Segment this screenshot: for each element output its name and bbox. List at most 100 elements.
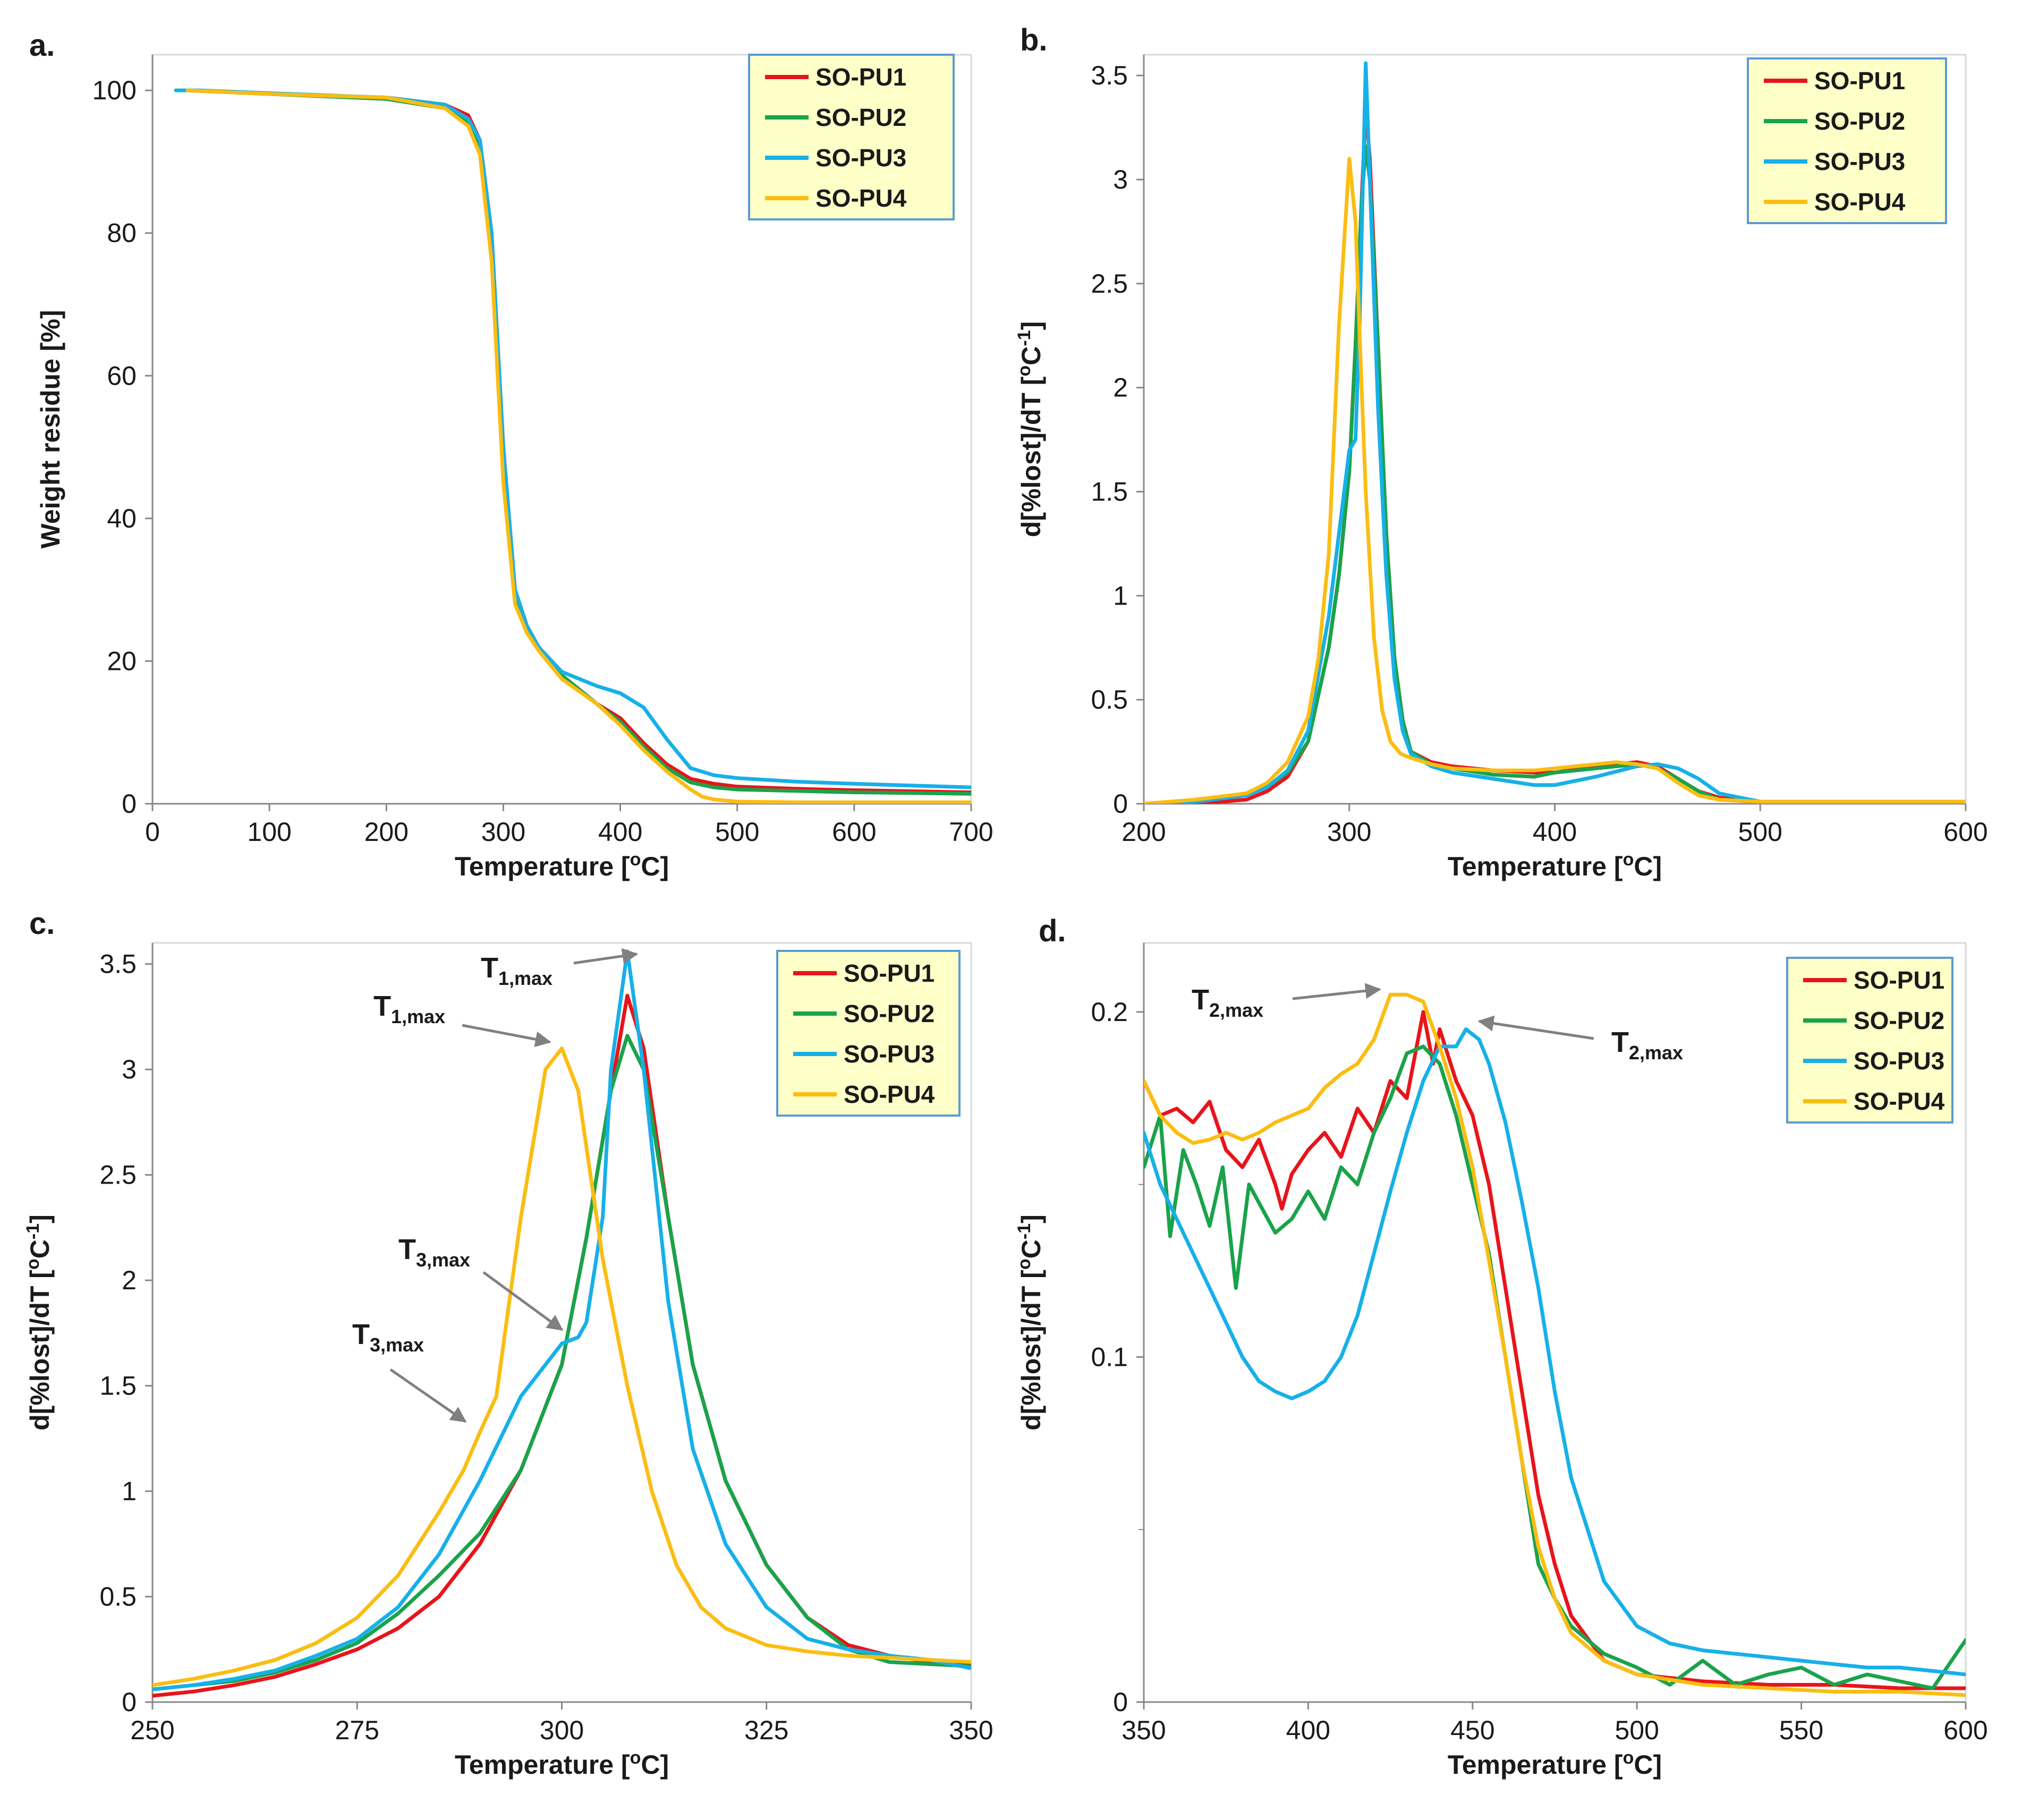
legend: SO-PU1 SO-PU2 SO-PU3 SO-PU4 bbox=[748, 54, 955, 220]
y-tick-label: 60 bbox=[107, 361, 137, 390]
y-tick-label: 2.5 bbox=[1091, 269, 1128, 299]
y-tick-label: 100 bbox=[92, 75, 137, 105]
x-tick-label: 700 bbox=[949, 817, 993, 847]
legend-label: SO-PU3 bbox=[815, 144, 906, 172]
legend-label: SO-PU2 bbox=[1854, 1007, 1944, 1034]
series-line-so-pu3 bbox=[152, 949, 971, 1691]
panel-label: a. bbox=[29, 28, 55, 63]
annotation-label: T1,max bbox=[481, 952, 553, 989]
series-line-so-pu2 bbox=[1144, 1044, 1966, 1690]
x-tick-label: 350 bbox=[949, 1715, 993, 1745]
panel-b: 200 300 400 500 600 0 0.5 1 1.5 2 2.5 3 3.5 Temperatu… bbox=[1014, 23, 1988, 881]
y-tick-label: 0 bbox=[122, 1687, 137, 1717]
panel-label: d. bbox=[1039, 914, 1066, 948]
y-tick-label: 0.5 bbox=[1091, 685, 1128, 715]
x-tick-label: 275 bbox=[335, 1715, 379, 1745]
series-line-so-pu3 bbox=[1144, 1027, 1966, 1677]
x-tick-label: 500 bbox=[1615, 1715, 1659, 1745]
x-tick-label: 450 bbox=[1450, 1715, 1494, 1745]
x-tick-label: 400 bbox=[598, 817, 642, 847]
x-tick-label: 200 bbox=[364, 817, 409, 847]
y-tick-label: 3.5 bbox=[99, 949, 137, 979]
legend-label: SO-PU3 bbox=[1854, 1047, 1944, 1075]
series-line-so-pu3 bbox=[174, 88, 971, 789]
x-tick-label: 400 bbox=[1286, 1715, 1330, 1745]
annotation-label: T3,max bbox=[352, 1319, 424, 1356]
x-axis-label: Temperature [oC] bbox=[1448, 1748, 1662, 1780]
panel-c: 250 275 300 325 350 0 0.5 1 1.5 2 2.5 3 3.5 Temperatu… bbox=[23, 906, 993, 1780]
annotation-label: T1,max bbox=[373, 990, 445, 1027]
y-axis-label: d[%lost]/dT [oC-1] bbox=[23, 1214, 55, 1431]
y-tick-label: 0 bbox=[1113, 1687, 1128, 1717]
legend-label: SO-PU4 bbox=[815, 184, 907, 212]
series-line-so-pu4 bbox=[1144, 157, 1966, 804]
annotation-arrow bbox=[573, 948, 639, 965]
y-tick-label: 0 bbox=[122, 789, 137, 819]
legend: SO-PU1 SO-PU2 SO-PU3 SO-PU4 bbox=[776, 950, 961, 1117]
y-axis-label: d[%lost]/dT [oC-1] bbox=[1014, 1214, 1046, 1431]
legend-label: SO-PU4 bbox=[844, 1081, 935, 1108]
annotation-label: T2,max bbox=[1611, 1026, 1683, 1064]
series-line-so-pu2 bbox=[152, 1034, 971, 1691]
panel-label: b. bbox=[1020, 23, 1048, 57]
legend-label: SO-PU1 bbox=[1814, 67, 1905, 95]
legend-label: SO-PU2 bbox=[1814, 107, 1905, 135]
y-axis-label: d[%lost]/dT [oC-1] bbox=[1014, 321, 1046, 538]
x-tick-label: 500 bbox=[1738, 817, 1782, 847]
x-tick-label: 300 bbox=[1327, 817, 1371, 847]
annotation-arrow bbox=[482, 1271, 564, 1331]
series-line-so-pu4 bbox=[1144, 992, 1966, 1697]
y-tick-label: 1.5 bbox=[99, 1371, 137, 1401]
annotation-label: T3,max bbox=[398, 1234, 470, 1271]
x-axis-label: Temperature [oC] bbox=[455, 1748, 669, 1780]
y-tick-label: 80 bbox=[107, 218, 137, 248]
legend-box bbox=[1747, 57, 1947, 224]
legend-label: SO-PU1 bbox=[844, 959, 934, 987]
y-tick-label: 3 bbox=[1113, 165, 1128, 194]
y-tick-label: 3 bbox=[122, 1054, 137, 1084]
x-tick-label: 200 bbox=[1122, 817, 1166, 847]
series-line-so-pu2 bbox=[1144, 144, 1966, 804]
series-line-so-pu4 bbox=[185, 88, 971, 804]
x-tick-label: 600 bbox=[1943, 1715, 1987, 1745]
panel-a: 0 100 200 300 400 500 600 700 0 20 40 60 80 100 Temper… bbox=[29, 28, 993, 881]
y-tick-label: 2.5 bbox=[99, 1160, 137, 1190]
series-line-so-pu4 bbox=[152, 1047, 971, 1687]
legend-label: SO-PU2 bbox=[844, 1000, 934, 1027]
x-axis-label: Temperature [oC] bbox=[1448, 849, 1662, 881]
y-tick-label: 0 bbox=[1113, 789, 1128, 819]
x-tick-label: 300 bbox=[481, 817, 525, 847]
annotation-label: T2,max bbox=[1192, 984, 1263, 1021]
legend: SO-PU1 SO-PU2 SO-PU3 SO-PU4 bbox=[1786, 957, 1953, 1124]
panel-label: c. bbox=[29, 906, 55, 941]
y-axis-label: Weight residue [%] bbox=[36, 310, 65, 548]
annotation-arrow bbox=[1477, 1015, 1594, 1040]
y-tick-label: 3.5 bbox=[1091, 61, 1128, 90]
legend-label: SO-PU1 bbox=[1854, 966, 1944, 994]
annotation-arrow bbox=[1292, 983, 1382, 1000]
y-tick-label: 1 bbox=[1113, 581, 1128, 610]
annotation-arrow bbox=[462, 1024, 551, 1048]
legend-label: SO-PU3 bbox=[1814, 148, 1905, 175]
x-axis-label: Temperature [oC] bbox=[455, 849, 669, 881]
legend: SO-PU1 SO-PU2 SO-PU3 SO-PU4 bbox=[1747, 57, 1947, 224]
legend-label: SO-PU4 bbox=[1814, 188, 1906, 216]
legend-label: SO-PU1 bbox=[815, 63, 906, 91]
x-tick-label: 400 bbox=[1533, 817, 1577, 847]
x-tick-label: 100 bbox=[247, 817, 291, 847]
y-tick-label: 1.5 bbox=[1091, 477, 1128, 507]
x-tick-label: 300 bbox=[540, 1715, 584, 1745]
legend-label: SO-PU2 bbox=[815, 104, 906, 131]
y-tick-label: 40 bbox=[107, 504, 137, 533]
legend-box bbox=[776, 950, 961, 1117]
legend-label: SO-PU4 bbox=[1854, 1087, 1945, 1115]
panel-d: 350 400 450 500 550 600 0 0.1 0.2 Temperature [oC… bbox=[1014, 914, 1988, 1780]
y-tick-label: 2 bbox=[1113, 373, 1128, 403]
x-tick-label: 0 bbox=[145, 817, 160, 847]
y-tick-label: 0.1 bbox=[1091, 1342, 1128, 1372]
series-line-so-pu3 bbox=[1144, 61, 1966, 804]
y-tick-label: 1 bbox=[122, 1476, 137, 1506]
x-tick-label: 350 bbox=[1122, 1715, 1166, 1745]
x-tick-label: 550 bbox=[1779, 1715, 1823, 1745]
